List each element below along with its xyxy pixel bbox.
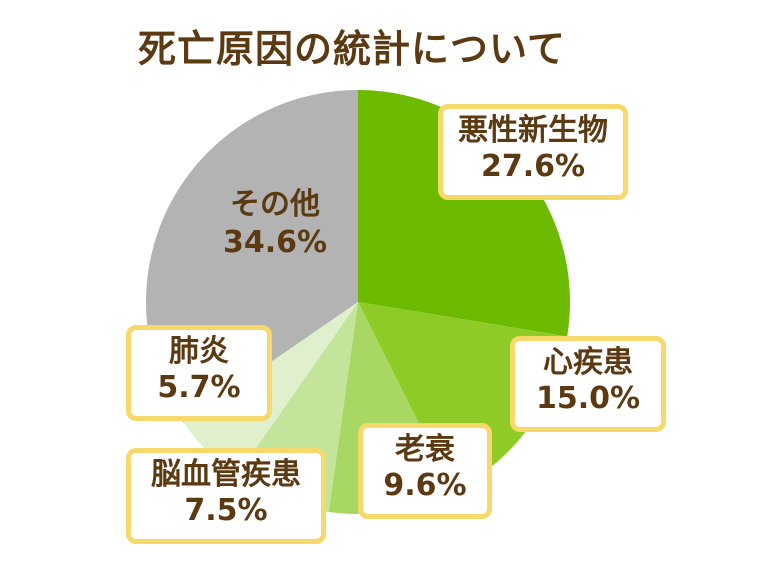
label-value: 7.5%	[184, 493, 268, 528]
label-value: 15.0%	[535, 381, 641, 416]
pie-slice-0	[358, 90, 571, 337]
label-name: 悪性新生物	[458, 113, 608, 148]
label-value: 5.7%	[157, 370, 241, 405]
label-name: 心疾患	[543, 345, 633, 380]
label-name: 肺炎	[169, 334, 229, 369]
label-name: 脳血管疾患	[151, 457, 301, 492]
label-value: 34.6%	[222, 225, 328, 260]
label-value: 9.6%	[383, 468, 467, 503]
label-senility: 老衰 9.6%	[358, 423, 492, 519]
label-heart-disease: 心疾患 15.0%	[510, 336, 666, 432]
chart-title: 死亡原因の統計について	[138, 27, 566, 71]
label-pneumonia: 肺炎 5.7%	[126, 325, 272, 421]
label-value: 27.6%	[480, 149, 586, 184]
label-cerebrovascular-disease: 脳血管疾患 7.5%	[126, 448, 326, 544]
label-name: 老衰	[395, 432, 455, 467]
label-other: その他 34.6%	[205, 186, 345, 262]
label-malignant-neoplasm: 悪性新生物 27.6%	[438, 104, 628, 200]
label-name: その他	[230, 187, 320, 222]
